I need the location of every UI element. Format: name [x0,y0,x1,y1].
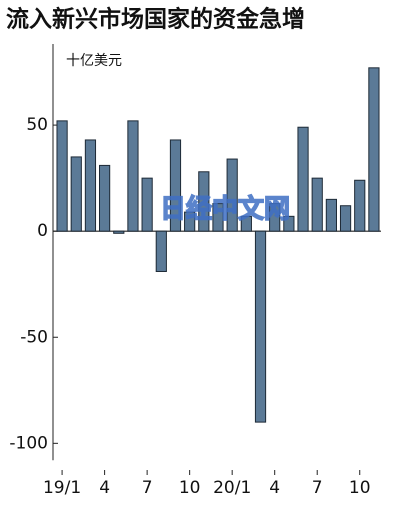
bar [269,203,281,232]
chart-title: 流入新兴市场国家的资金急增 [6,6,305,33]
bar [99,164,111,232]
bar [325,198,337,232]
bar [84,139,97,232]
y-tick-label: -50 [20,327,48,347]
bar [70,156,82,232]
y-tick-label: 0 [37,221,48,241]
x-tick-label: 10 [349,478,371,498]
x-tick-label: 7 [142,478,153,498]
bar [297,126,309,232]
bar [226,158,238,232]
bar [169,139,182,232]
y-tick-label: 50 [26,115,48,135]
bar [240,215,252,232]
bar [113,230,125,234]
bar [141,177,153,232]
watermark: 日经中文网 [160,194,290,225]
bar [56,120,68,232]
bar [127,120,139,232]
bar [212,203,224,232]
bar [198,171,210,232]
y-tick-label: -100 [9,433,48,453]
x-tick-label: 4 [99,478,110,498]
x-tick-label: 19/1 [43,478,81,498]
unit-label: 十亿美元 [66,53,122,69]
x-tick-label: 20/1 [213,478,251,498]
bar [354,179,366,232]
x-tick-label: 4 [269,478,280,498]
bar [311,177,323,232]
bar [184,211,196,232]
x-tick-label: 10 [179,478,201,498]
x-tick-label: 7 [312,478,323,498]
bar [339,205,352,232]
bar [368,67,380,232]
bar [155,230,167,272]
bar [254,230,267,423]
bar [283,215,295,232]
